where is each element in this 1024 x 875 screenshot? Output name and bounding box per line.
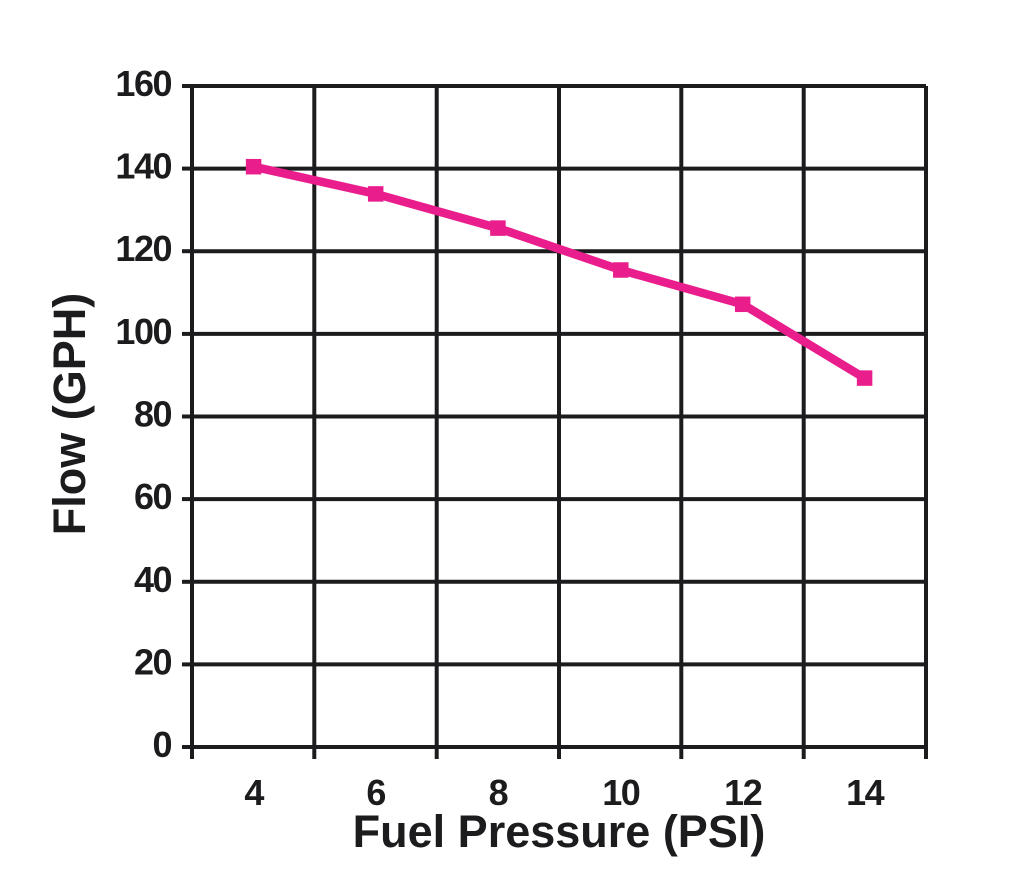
svg-text:12: 12 (724, 772, 762, 813)
svg-text:10: 10 (602, 772, 640, 813)
svg-text:60: 60 (134, 476, 172, 517)
svg-text:80: 80 (134, 394, 172, 435)
svg-text:Flow (GPH): Flow (GPH) (44, 293, 95, 535)
svg-text:100: 100 (115, 311, 171, 352)
svg-text:Fuel Pressure (PSI): Fuel Pressure (PSI) (353, 806, 766, 857)
svg-text:8: 8 (489, 772, 508, 813)
svg-text:14: 14 (846, 772, 885, 813)
svg-text:4: 4 (244, 772, 264, 813)
svg-text:140: 140 (115, 146, 171, 187)
svg-text:120: 120 (115, 228, 171, 269)
svg-text:20: 20 (134, 641, 172, 682)
svg-text:6: 6 (366, 772, 385, 813)
svg-text:0: 0 (152, 724, 171, 765)
svg-text:160: 160 (115, 63, 171, 104)
svg-text:40: 40 (134, 559, 172, 600)
